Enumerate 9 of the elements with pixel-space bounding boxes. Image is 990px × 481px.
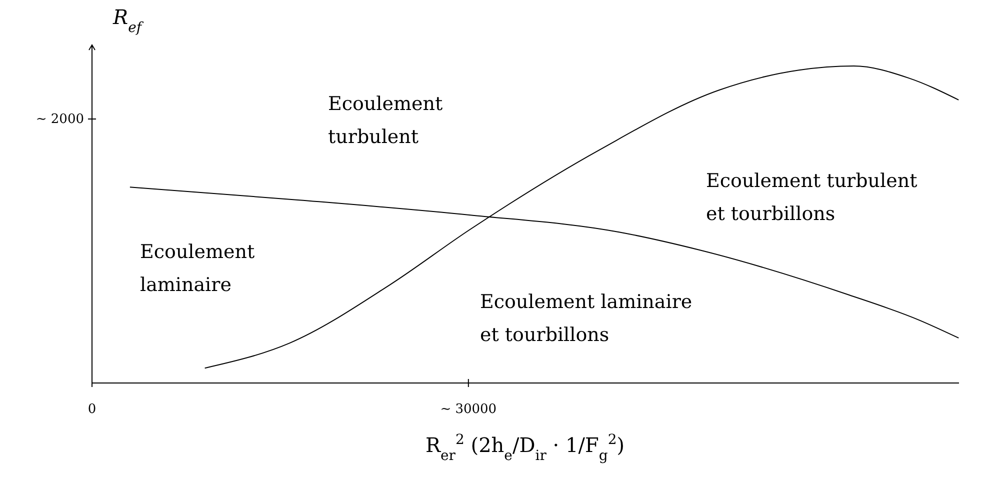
text: R$_{er}$$^{2}$ (2h$_{e}$/D$_{ir}$ · 1/F$_{g}$$^{2}$) [425, 432, 625, 464]
text: ~ 2000 [36, 112, 84, 127]
x-tick-label: ~ 30000 [440, 402, 497, 417]
annotation: Ecoulement turbulent et tourbillons [706, 170, 918, 225]
annotation: Ecoulement laminaire [140, 241, 256, 296]
annotation: Ecoulement laminaire et tourbillons [480, 291, 692, 346]
y-axis-title: R$_{ef}$ [112, 5, 144, 36]
x-tick-label: 0 [88, 402, 96, 417]
annotation: Ecoulement turbulent [328, 93, 444, 148]
